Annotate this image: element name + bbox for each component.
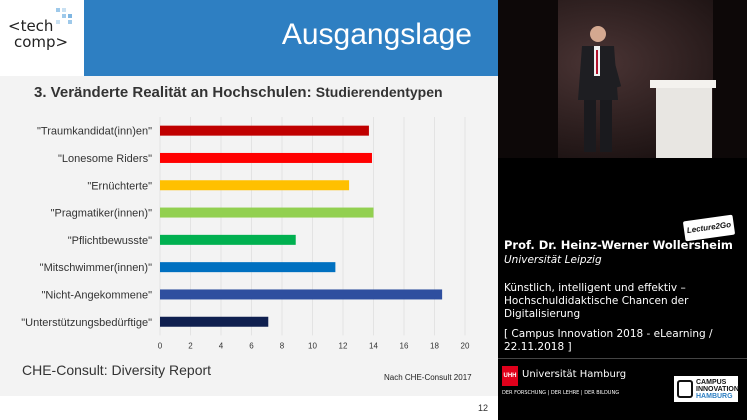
x-tick-label: 0 bbox=[158, 341, 163, 350]
category-label: "Mitschwimmer(innen)" bbox=[40, 262, 152, 274]
category-label: "Lonesome Riders" bbox=[58, 153, 152, 165]
logo-line1: <tech bbox=[8, 17, 54, 35]
divider bbox=[498, 358, 747, 359]
techcomp-logo: <tech comp> bbox=[0, 0, 84, 76]
category-label: "Nicht-Angekommene" bbox=[41, 289, 152, 301]
bar-chart: 0 2 4 6 8 10 12 14 16 18 20 "Traumkandidat(inn)en" "… bbox=[21, 117, 470, 350]
bar bbox=[160, 152, 372, 163]
slide-subtitle: 3. Veränderte Realität an Hochschulen: S… bbox=[34, 84, 443, 101]
subtitle-main: 3. Veränderte Realität an Hochschulen: bbox=[34, 84, 316, 101]
slide-title: Ausgangslage bbox=[281, 18, 472, 51]
bar bbox=[160, 180, 350, 191]
category-label: "Pragmatiker(innen)" bbox=[51, 208, 152, 220]
x-tick-label: 18 bbox=[430, 341, 439, 350]
x-tick-label: 16 bbox=[400, 341, 409, 350]
subtitle-sub: Studierendentypen bbox=[315, 84, 443, 100]
bar bbox=[160, 207, 374, 218]
x-tick-label: 12 bbox=[339, 341, 348, 350]
bar bbox=[160, 262, 336, 273]
bar bbox=[160, 234, 296, 245]
x-tick-label: 4 bbox=[219, 341, 224, 350]
logo-grid-icon bbox=[56, 8, 72, 24]
category-label: "Traumkandidat(inn)en" bbox=[37, 126, 152, 138]
campus-line1: CAMPUS bbox=[696, 379, 727, 386]
uhh-name: Universität Hamburg bbox=[522, 369, 627, 380]
campus-innovation-logo: CAMPUS INNOVATION HAMBURG bbox=[674, 376, 739, 402]
x-tick-label: 2 bbox=[188, 341, 193, 350]
campus-icon bbox=[677, 380, 693, 398]
stage-scene bbox=[498, 0, 747, 158]
speaker-video bbox=[498, 0, 747, 158]
bar bbox=[160, 125, 369, 136]
source-right: Nach CHE-Consult 2017 bbox=[384, 373, 472, 382]
category-label: "Ernüchterte" bbox=[87, 180, 152, 192]
x-tick-label: 8 bbox=[280, 341, 285, 350]
x-tick-label: 6 bbox=[249, 341, 254, 350]
slide: <tech comp> Ausgangslage 3. Veränderte R… bbox=[0, 0, 498, 420]
x-tick-label: 20 bbox=[461, 341, 470, 350]
page-number: 12 bbox=[478, 403, 489, 413]
x-tick-label: 14 bbox=[369, 341, 378, 350]
campus-line2: INNOVATION bbox=[696, 386, 739, 393]
source-left: CHE-Consult: Diversity Report bbox=[22, 362, 212, 378]
x-tick-label: 10 bbox=[308, 341, 317, 350]
category-label: "Pflichtbewusste" bbox=[68, 235, 152, 247]
category-label: "Unterstützungsbedürftige" bbox=[21, 317, 152, 329]
event-info: [ Campus Innovation 2018 - eLearning / 2… bbox=[504, 328, 713, 353]
speaker-name: Prof. Dr. Heinz-Werner Wollersheim bbox=[504, 238, 733, 252]
uhh-tagline: DER FORSCHUNG | DER LEHRE | DER BILDUNG bbox=[502, 390, 620, 396]
bar bbox=[160, 289, 443, 300]
talk-title: Künstlich, intelligent und effektiv – Ho… bbox=[504, 282, 689, 320]
slide-header: <tech comp> Ausgangslage bbox=[0, 0, 498, 76]
uhh-logo-icon: UHH bbox=[502, 366, 518, 386]
speaker-affiliation: Universität Leipzig bbox=[504, 254, 602, 266]
slide-footer bbox=[0, 396, 498, 420]
bar bbox=[160, 316, 269, 327]
info-panel: Lecture2Go Prof. Dr. Heinz-Werner Woller… bbox=[498, 158, 747, 420]
campus-line3: HAMBURG bbox=[696, 393, 733, 400]
logo-line2: comp> bbox=[14, 33, 69, 51]
